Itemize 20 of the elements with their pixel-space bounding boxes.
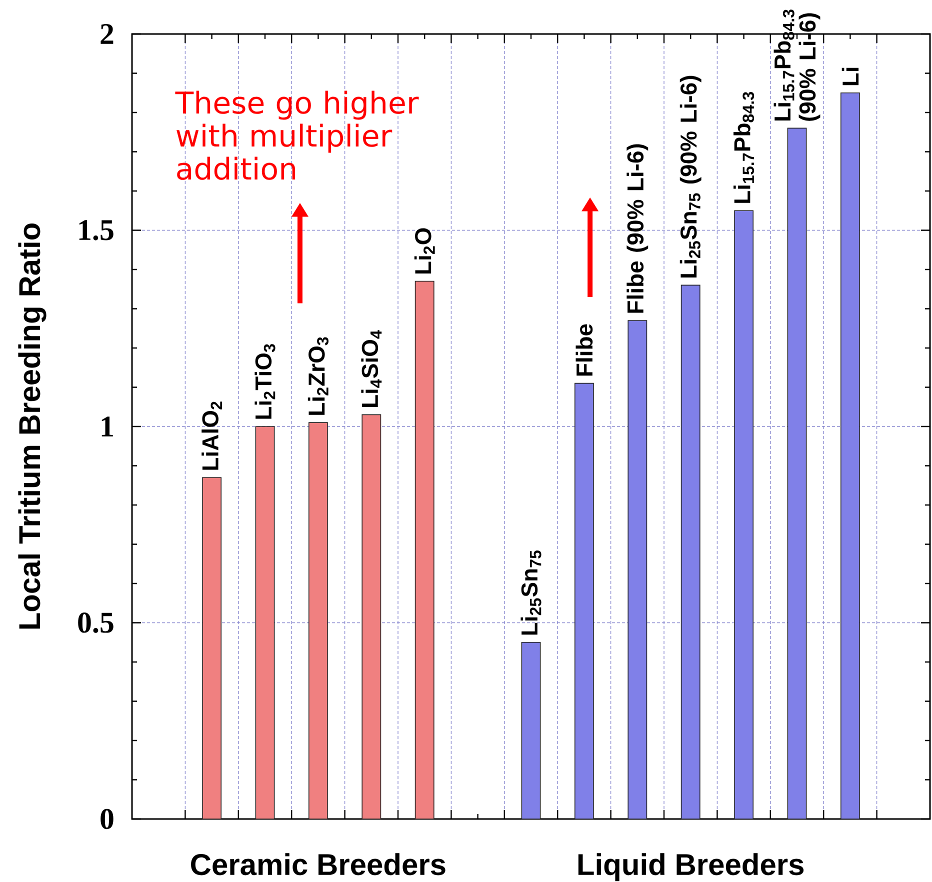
y-tick-label: 1: [102, 416, 113, 436]
x-tick-label: Li: [842, 68, 859, 86]
series-label: Ceramic Breeders: [191, 853, 446, 876]
x-tick-label: Li$_{2}$TiO$_{3}$: [254, 344, 276, 419]
y-axis-title: Local Tritium Breeding Ratio: [18, 223, 46, 629]
x-tick-label: Li$_{4}$SiO$_{4}$: [361, 330, 382, 407]
y-tick-label: 2: [100, 24, 114, 44]
x-tick-label: Li$_{25}$Sn$_{75}$: [520, 550, 542, 635]
x-tick-label: Li$_{2}$O: [414, 228, 435, 274]
x-tick-label: Li$_{25}$Sn$_{75}$ (90% Li-6): [680, 76, 702, 278]
x-tick-label: Flibe: [576, 324, 593, 376]
y-tick-label: 0.5: [78, 612, 114, 633]
series-label: Liquid Breeders: [578, 853, 804, 882]
x-tick-label: Li$_{2}$ZrO$_{3}$: [308, 337, 328, 415]
x-tick-label: Flibe (90% Li-6): [626, 144, 648, 313]
y-tick-label: 1.5: [79, 220, 114, 240]
x-tick-label: LiAlO$_{2}$: [202, 402, 222, 470]
annotation: These go higher with multiplier addition: [175, 90, 419, 180]
x-tick-label: Li$_{15.7}$Pb$_{84.3}$: [734, 92, 754, 203]
y-tick-label: 0: [100, 808, 114, 830]
